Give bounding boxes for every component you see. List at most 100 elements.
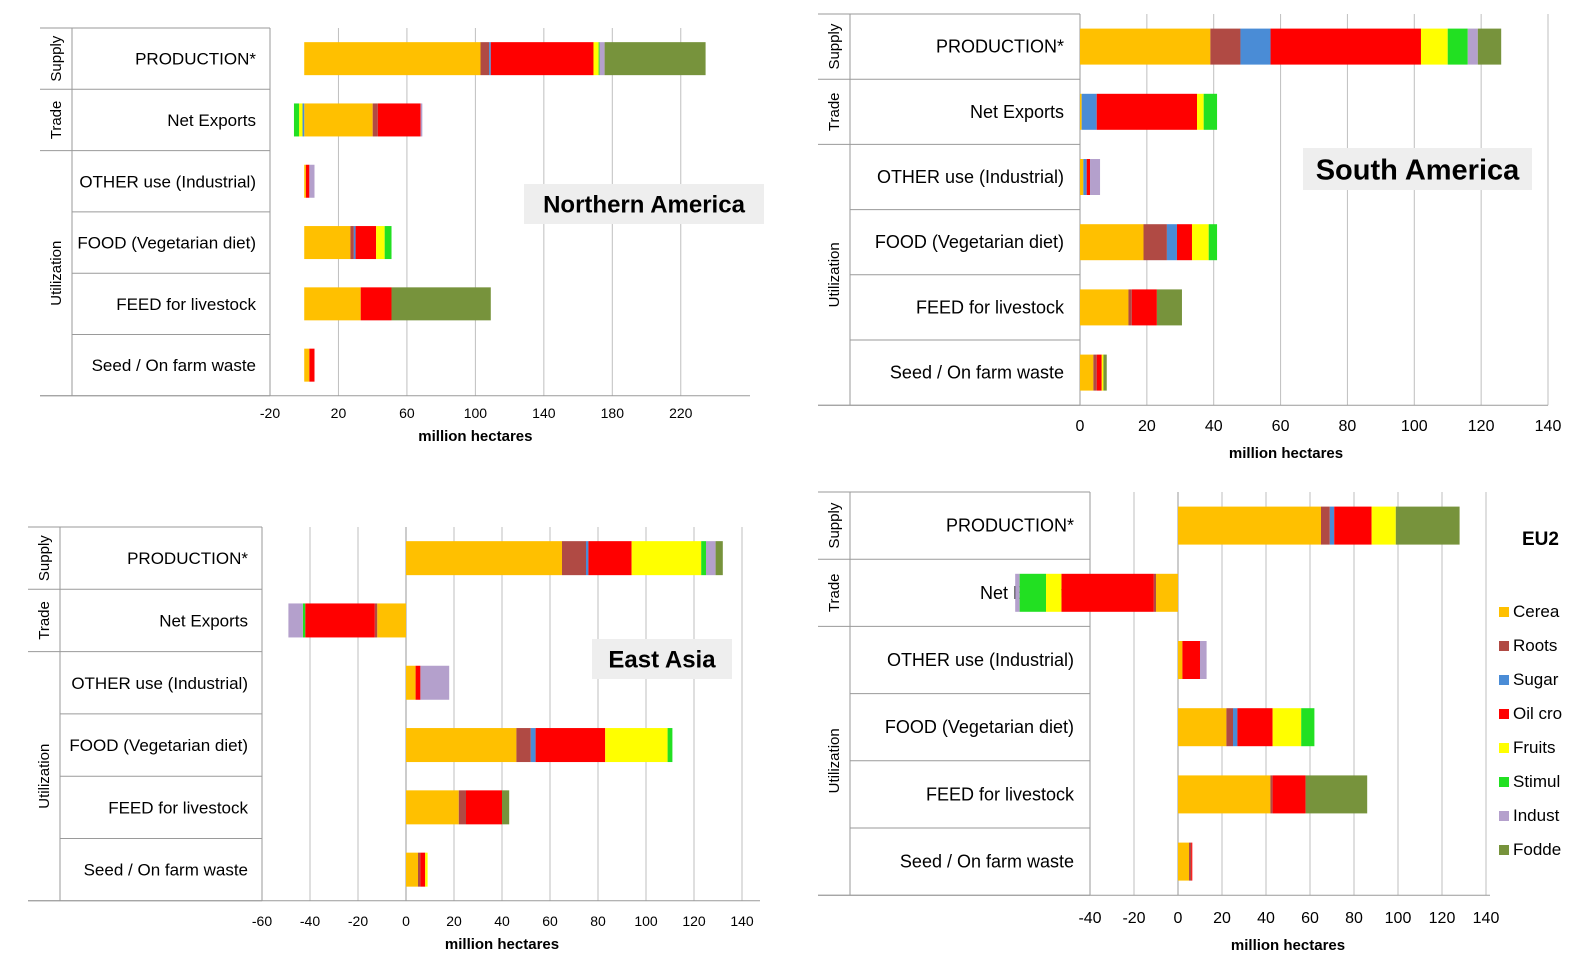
chart-panel-3: Supply Trade Utilization PRODUCTION* Net Exp… <box>28 526 760 953</box>
row-label: Net Exports <box>970 102 1064 122</box>
row-label: OTHER use (Industrial) <box>877 167 1064 187</box>
bar-segment-cereals <box>304 103 373 137</box>
tick-label: 60 <box>399 405 415 421</box>
bar-segment-oil <box>588 541 632 576</box>
bar-segment-fruits <box>1197 93 1204 130</box>
bar-segment-fruits <box>1272 708 1302 747</box>
bar-segment-cereals <box>406 541 562 576</box>
group-label: Utilization <box>826 242 843 307</box>
group-label: Trade <box>826 573 843 612</box>
bar-segment-roots <box>458 790 466 825</box>
bar-segment-oil <box>1096 93 1197 130</box>
bar-segment-cereals <box>406 665 416 700</box>
tick-label: 20 <box>1138 418 1156 435</box>
bar-segment-fruits <box>299 103 303 137</box>
legend-swatch-fodder <box>1499 845 1509 855</box>
row-label: FOOD (Vegetarian diet) <box>875 232 1064 252</box>
bar-segment-roots <box>1093 354 1097 391</box>
tick-label: -20 <box>348 913 368 929</box>
tick-label: 100 <box>634 913 658 929</box>
bar-segment-roots <box>562 541 586 576</box>
group-label: Trade <box>48 101 65 140</box>
bar-segment-oil <box>415 665 421 700</box>
row-label: FEED for livestock <box>108 798 248 817</box>
tick-label: 80 <box>1345 910 1363 927</box>
tick-label: 180 <box>601 405 625 421</box>
tick-label: 20 <box>331 405 347 421</box>
bar-segment-roots <box>1128 289 1132 326</box>
legend-swatch-roots <box>1499 641 1509 651</box>
bar-segment-stimul <box>1447 28 1468 65</box>
axis-title: million hectares <box>1229 445 1343 462</box>
legend-swatch-indust <box>1499 811 1509 821</box>
bar-segment-oil <box>1272 775 1306 814</box>
row-label: FEED for livestock <box>926 784 1075 804</box>
group-label: Supply <box>826 502 843 548</box>
legend-title: EU2 <box>1522 529 1559 550</box>
region-label: Northern America <box>543 192 745 219</box>
chart-panel-1: Supply Trade Utilization PRODUCTION* Net Exp… <box>40 27 764 445</box>
bar-segment-oil <box>305 603 375 638</box>
group-label: Utilization <box>36 744 53 809</box>
bar-segment-cereals <box>304 226 351 260</box>
tick-label: 60 <box>542 913 558 929</box>
tick-label: 60 <box>1272 418 1290 435</box>
bar-segment-fruits <box>631 541 702 576</box>
group-label: Supply <box>48 35 65 81</box>
region-label: East Asia <box>608 647 716 674</box>
bar-segment-roots <box>350 226 354 260</box>
bar-segment-roots <box>1143 224 1167 261</box>
legend: EU2 Cerea Roots Sugar Oil cro Fruits Stimul Ind… <box>1499 529 1562 859</box>
tick-label: 0 <box>402 913 410 929</box>
bar-segment-roots <box>480 42 490 76</box>
bar-segment-cereals <box>1080 93 1082 130</box>
bar-segment-indust <box>288 603 303 638</box>
bar-segment-fruits <box>593 42 599 76</box>
bar-segment-fodder <box>1103 354 1107 391</box>
bar-segment-fodder <box>1305 775 1368 814</box>
bar-segment-sugar <box>1233 708 1238 747</box>
row-label: PRODUCTION* <box>127 549 248 568</box>
tick-label: 140 <box>1535 418 1562 435</box>
bar-segment-cereals <box>1080 28 1211 65</box>
tick-label: 0 <box>1174 910 1183 927</box>
row-label: Seed / On farm waste <box>84 861 248 880</box>
tick-label: 140 <box>730 913 754 929</box>
bar-segment-indust <box>1090 159 1101 195</box>
axis-title: million hectares <box>418 428 532 445</box>
row-label: Net Exports <box>167 111 256 130</box>
bar-segment-stimul <box>293 103 300 137</box>
bar-segment-cereals <box>304 348 310 382</box>
row-label: FEED for livestock <box>116 295 256 314</box>
row-label: OTHER use (Industrial) <box>71 674 248 693</box>
bar-segment-fodder <box>715 541 723 576</box>
bar-segment-fruits <box>1101 354 1104 391</box>
bar-segment-stimul <box>701 541 706 576</box>
row-label: Net Exports <box>159 611 248 630</box>
bar-segment-sugar <box>302 103 305 137</box>
tick-label: 40 <box>494 913 510 929</box>
tick-label: -20 <box>260 405 280 421</box>
legend-item-label: Indust <box>1513 806 1560 825</box>
bar-segment-cereals <box>1178 842 1189 881</box>
legend-item-label: Roots <box>1513 636 1557 655</box>
bar-segment-indust <box>1467 28 1478 65</box>
legend-item-label: Stimul <box>1513 772 1560 791</box>
tick-label: 100 <box>1385 910 1412 927</box>
bar-segment-stimul <box>1019 573 1046 612</box>
tick-label: -40 <box>300 913 320 929</box>
group-label: Trade <box>36 601 53 640</box>
tick-label: 40 <box>1257 910 1275 927</box>
legend-swatch-sugar <box>1499 675 1509 685</box>
row-label: PRODUCTION* <box>135 50 256 69</box>
tick-label: 120 <box>1429 910 1456 927</box>
bar-segment-oil <box>1191 842 1193 881</box>
bar-segment-oil <box>377 103 421 137</box>
bar-segment-cereals <box>304 164 306 198</box>
bar-segment-fruits <box>1191 224 1209 261</box>
bar-segment-fodder <box>1477 28 1502 65</box>
bar-segment-oil <box>420 852 426 887</box>
bar-segment-cereals <box>1080 354 1094 391</box>
bar-segment-indust <box>706 541 716 576</box>
